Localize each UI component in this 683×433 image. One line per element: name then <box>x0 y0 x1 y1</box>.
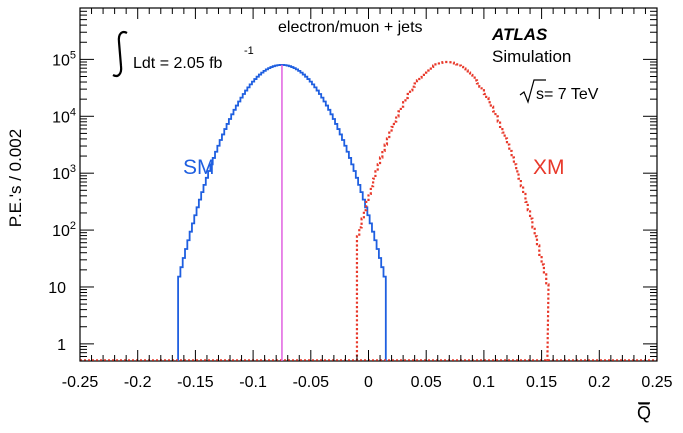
xm-label: XM <box>533 156 565 179</box>
y-tick-label: 10 <box>48 280 66 297</box>
x-tick-label: -0.15 <box>177 374 214 391</box>
x-tick-label: -0.2 <box>124 374 152 391</box>
y-tick-label: 102 <box>52 220 76 240</box>
simulation-label: Simulation <box>492 47 571 66</box>
luminosity-label: Ldt = 2.05 fb <box>133 55 223 72</box>
x-tick-label: 0 <box>364 374 373 391</box>
x-tick-label: 0.05 <box>411 374 442 391</box>
sm-label: SM <box>183 156 215 179</box>
y-tick-label: 1 <box>57 337 66 354</box>
x-tick-label: 0.1 <box>473 374 495 391</box>
x-tick-label: -0.25 <box>62 374 99 391</box>
x-tick-label: -0.1 <box>239 374 267 391</box>
y-tick-label: 104 <box>52 106 76 126</box>
sqrt-symbol <box>519 79 546 104</box>
luminosity-exponent: -1 <box>244 45 254 57</box>
energy-label: s= 7 TeV <box>536 86 599 103</box>
x-tick-label: -0.05 <box>293 374 330 391</box>
x-tick-label: 0.15 <box>526 374 557 391</box>
series-xm-line <box>355 60 550 362</box>
x-tick-label: 0.2 <box>588 374 610 391</box>
histogram-layer <box>80 60 657 362</box>
atlas-label: ATLAS <box>491 25 548 44</box>
x-axis-label: Q̅ <box>637 403 651 423</box>
channel-label: electron/muon + jets <box>278 19 423 36</box>
y-axis-label: P.E.'s / 0.002 <box>6 129 25 227</box>
axes-layer: -0.25 -0.2 -0.15 -0.1 -0.05 0 0.05 0.1 0.15 0.2 0.… <box>48 7 673 391</box>
integral-symbol <box>112 30 128 78</box>
y-tick-label: 103 <box>52 163 76 183</box>
y-tick-label: 105 <box>52 49 76 69</box>
x-tick-label: 0.25 <box>641 374 672 391</box>
